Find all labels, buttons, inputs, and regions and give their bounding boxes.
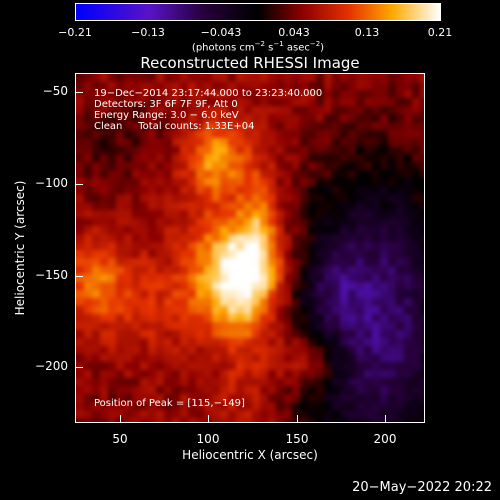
y-tick-mark — [75, 276, 83, 277]
annotation-clean: Clean Total counts: 1.33E+04 — [94, 121, 255, 132]
x-axis-label: Heliocentric X (arcsec) — [182, 448, 318, 462]
annotation-peak: Position of Peak = [115,−149] — [94, 398, 245, 409]
y-tick-mark — [75, 367, 83, 368]
colorbar-tick: 0.13 — [354, 26, 380, 39]
colorbar-tick: −0.13 — [131, 26, 165, 39]
colorbar-tick: 0.043 — [278, 26, 310, 39]
x-tick-label: 200 — [373, 432, 397, 446]
footer-timestamp: 20−May−2022 20:22 — [352, 480, 492, 495]
image-plot: 19−Dec−2014 23:17:44.000 to 23:23:40.000… — [75, 73, 425, 423]
rhessi-heatmap — [76, 74, 424, 422]
x-tick-label: 100 — [196, 432, 220, 446]
colorbar-tick: −0.043 — [200, 26, 242, 39]
colorbar-tick: 0.21 — [427, 26, 453, 39]
annotation-detectors: Detectors: 3F 6F 7F 9F, Att 0 — [94, 99, 238, 110]
colorbar — [75, 3, 441, 21]
y-tick-mark — [75, 92, 83, 93]
y-tick-label: −200 — [35, 359, 68, 373]
annotation-time: 19−Dec−2014 23:17:44.000 to 23:23:40.000 — [94, 88, 323, 99]
colorbar-tick: −0.21 — [58, 26, 92, 39]
image-title: Reconstructed RHESSI Image — [140, 54, 360, 72]
x-tick-mark — [297, 415, 298, 423]
y-tick-mark — [75, 184, 83, 185]
x-tick-label: 150 — [285, 432, 309, 446]
y-tick-label: −150 — [35, 268, 68, 282]
colorbar-unit: (photons cm−2 s−1 asec−2) — [191, 40, 325, 54]
annotation-energy: Energy Range: 3.0 − 6.0 keV — [94, 110, 239, 121]
y-tick-label: −50 — [42, 84, 68, 98]
x-tick-mark — [120, 415, 121, 423]
x-tick-mark — [208, 415, 209, 423]
x-tick-label: 50 — [112, 432, 128, 446]
y-axis-label: Heliocentric Y (arcsec) — [13, 180, 27, 316]
y-tick-label: −100 — [35, 176, 68, 190]
x-tick-mark — [385, 415, 386, 423]
